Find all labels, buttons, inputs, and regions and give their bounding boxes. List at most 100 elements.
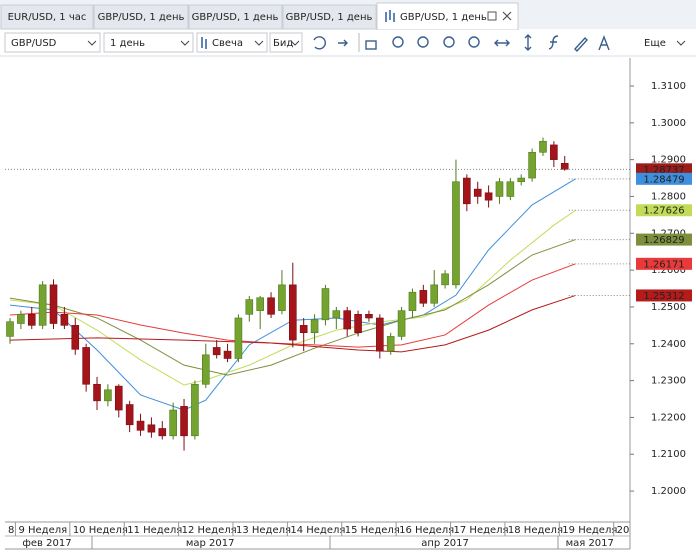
draw-icon[interactable] [574,36,588,53]
tab-label: EUR/USD, 1 час [8,12,87,23]
candle-body [147,424,156,433]
candle-body [267,297,275,315]
candle-body [550,144,558,160]
plot-area [5,58,630,522]
x-tick-label: 10 Неделя [73,525,128,536]
price-label-box [636,204,692,217]
candle-body [136,420,145,431]
y-tick-label: 1.2500 [651,302,686,313]
lock-icon[interactable] [365,40,377,50]
horizontal-scale-icon[interactable] [494,39,510,47]
dropdown-arrow [254,40,264,46]
candle-body [169,409,177,437]
candle-body [278,284,286,311]
zoom-out-icon[interactable] [443,36,455,48]
y-tick-label: 1.2200 [651,412,686,423]
candle-body [289,284,297,341]
price-label: 1.26171 [643,259,684,270]
tab-label: GBP/USD, 1 день [98,12,185,23]
price-label: 1.28737 [643,165,684,176]
price-label-box [636,233,692,246]
candle-body [191,383,199,437]
candle-body [430,284,439,304]
candle-body [386,336,395,352]
candle-body [397,310,406,337]
text-icon[interactable] [598,35,610,51]
candle-body [114,385,123,411]
y-tick-label: 1.2800 [651,191,686,202]
price-label-box [636,257,692,270]
zoom-icon[interactable] [392,36,404,48]
candle-body [125,404,134,426]
period-select[interactable] [103,32,194,53]
tab[interactable] [188,4,283,30]
chart-type-select-text: Свеча [212,38,243,49]
tab-active[interactable] [376,2,519,31]
candle-body [6,321,14,337]
candle-body [256,297,264,311]
plot [6,137,576,451]
candle-body [71,325,80,350]
month-label: фев 2017 [22,538,71,549]
close-icon[interactable] [502,11,512,21]
candle-body [104,389,112,402]
x-tick-label: 8 [8,525,14,536]
zoom-fit-icon[interactable] [468,36,480,48]
candle-body [180,406,188,437]
candle-body [299,325,308,334]
candle-body [27,314,36,326]
candle-body [354,314,362,334]
price-type-select[interactable] [269,32,303,53]
vertical-scale-icon[interactable] [524,34,532,51]
more-button[interactable]: Еще [644,38,666,49]
price-label: 1.28479 [643,174,684,185]
candle-body [452,181,460,286]
month-label: апр 2017 [421,538,469,549]
y-tick-label: 1.2400 [651,339,686,350]
y-tick-label: 1.2600 [651,265,686,276]
tab[interactable] [282,4,377,30]
candle-body [201,354,210,385]
undock-icon[interactable] [487,11,497,21]
period-select-text: 1 день [110,38,145,49]
y-tick-label: 1.3100 [651,81,686,92]
price-label-box [636,172,692,185]
chart-type-select[interactable] [196,32,268,53]
dropdown-arrow [87,40,97,46]
y-tick-label: 1.2300 [651,376,686,387]
shift-icon[interactable] [338,39,348,47]
price-type-select-text: Бид [273,38,293,49]
tab-label: GBP/USD, 1 день [286,12,373,23]
refresh-icon[interactable] [313,36,326,50]
candle-body [495,181,504,197]
x-tick-label: 19 Неделя [562,525,617,536]
candle-body [343,310,351,330]
x-tick-label: 16 Неделя [399,525,454,536]
dropdown-arrow [180,40,190,46]
dropdown-arrow [290,40,300,46]
indicator-icon[interactable] [548,35,559,50]
candle-body [223,350,232,359]
moving-average-line [9,239,576,376]
symbol-select[interactable] [4,32,101,53]
dropdown-arrow [676,40,686,46]
price-label-box [636,163,692,176]
y-tick-label: 1.2000 [651,486,686,497]
price-label: 1.27626 [643,206,684,217]
tab[interactable] [0,4,94,30]
candle-body [441,273,449,286]
candle-body [158,428,167,437]
x-tick-label: 13 Неделя [236,525,291,536]
month-label: мая 2017 [566,538,614,549]
tab[interactable] [93,4,189,30]
zoom-in-icon[interactable] [417,36,429,48]
y-tick-label: 1.2900 [651,155,686,166]
y-tick-label: 1.2100 [651,449,686,460]
candle-body [528,151,536,179]
candle-body [506,181,515,197]
candle-body [212,347,221,356]
tab-label: GBP/USD, 1 день [400,12,487,23]
symbol-select-text: GBP/USD [11,38,57,49]
x-tick-label: 20 [617,525,630,536]
